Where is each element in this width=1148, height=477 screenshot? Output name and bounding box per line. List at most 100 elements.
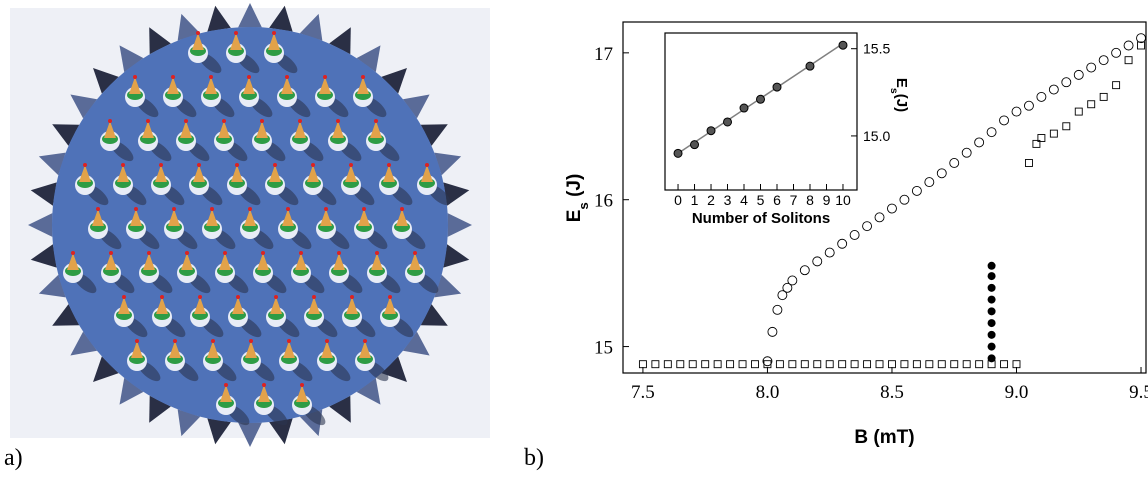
cone — [307, 165, 319, 182]
panel-label: b) — [524, 445, 544, 471]
rim-spike — [207, 418, 231, 445]
rim-spike — [119, 377, 144, 405]
x-axis-label: B (mT) — [854, 427, 914, 448]
cone — [232, 297, 244, 314]
tip — [325, 339, 329, 343]
filled-point — [987, 307, 996, 316]
square-point — [825, 360, 834, 369]
rim-spike — [329, 27, 351, 55]
tip — [211, 339, 215, 343]
square-point — [888, 360, 896, 369]
square-point — [1099, 92, 1108, 101]
y-axis-label-part: s — [576, 202, 591, 209]
y-tick-label: 15.5 — [863, 41, 890, 57]
square-point — [863, 360, 872, 369]
tip — [147, 251, 151, 255]
rim-spike — [30, 244, 57, 268]
cone — [346, 297, 358, 314]
square-point — [925, 360, 934, 369]
cone — [345, 165, 357, 182]
circle-point — [887, 203, 897, 214]
square-point — [800, 360, 809, 369]
tip — [285, 75, 289, 79]
rim-spike — [52, 124, 80, 146]
cone — [358, 209, 370, 226]
cone — [257, 253, 269, 270]
tip — [312, 295, 316, 299]
tip — [184, 119, 188, 123]
x-tick-label: 9 — [823, 192, 831, 208]
rim-spike — [119, 45, 144, 73]
cone — [180, 121, 192, 138]
y-tick-label: 15.0 — [863, 128, 890, 144]
tip — [198, 295, 202, 299]
cone — [118, 297, 130, 314]
x-tick-label: 4 — [740, 192, 748, 208]
cone — [130, 209, 142, 226]
square-point — [1012, 360, 1021, 369]
tip — [361, 75, 365, 79]
tip — [362, 207, 366, 211]
square-point — [676, 360, 685, 369]
square-point — [1137, 41, 1145, 50]
rim-spike — [420, 124, 448, 146]
tip — [286, 207, 290, 211]
circle-point — [1048, 84, 1059, 95]
tip — [160, 295, 164, 299]
x-axis-label: Number of Solitons — [692, 210, 830, 227]
rim-spike — [269, 5, 293, 32]
inset-point — [673, 148, 683, 158]
square-point — [975, 360, 984, 369]
tip — [234, 31, 238, 35]
inset-point — [723, 117, 733, 127]
rim-spike — [93, 68, 119, 94]
tip — [96, 207, 100, 211]
circle-point — [924, 177, 935, 188]
filled-point — [987, 283, 996, 292]
square-point — [850, 360, 859, 369]
tip — [197, 163, 201, 167]
tip — [172, 207, 176, 211]
circle-point — [782, 282, 793, 293]
cone — [156, 297, 168, 314]
circle-point — [999, 115, 1009, 126]
filled-point — [987, 261, 996, 270]
rim-spike — [329, 395, 351, 423]
inset-point — [756, 94, 766, 104]
tip — [260, 119, 264, 123]
x-tick-label: 9.5 — [1129, 382, 1148, 403]
tip — [413, 251, 417, 255]
rim-spike — [207, 5, 231, 32]
circle-point — [767, 326, 778, 337]
tip — [248, 207, 252, 211]
cone — [207, 341, 219, 358]
x-tick-label: 7.5 — [631, 382, 655, 403]
rim-spike — [299, 13, 323, 41]
circle-point — [1073, 69, 1084, 80]
y-axis-label-part: s — [888, 88, 900, 94]
cone — [384, 297, 396, 314]
circle-point — [1136, 33, 1146, 44]
cone — [193, 165, 205, 182]
cone — [256, 121, 268, 138]
cone — [206, 209, 218, 226]
x-tick-label: 6 — [773, 192, 781, 208]
cone — [192, 33, 204, 50]
square-point — [1062, 122, 1071, 131]
rim-spike — [434, 274, 462, 298]
tip — [209, 75, 213, 79]
cone — [359, 341, 371, 358]
cone — [129, 77, 141, 94]
x-tick-label: 7 — [790, 192, 798, 208]
y-axis-label-part: (J) — [893, 94, 910, 112]
tip — [223, 251, 227, 255]
tip — [350, 295, 354, 299]
circle-point — [772, 304, 783, 315]
cone — [79, 165, 91, 182]
rim-spike — [443, 244, 470, 268]
rim-spike — [447, 213, 472, 237]
rim-spike — [356, 45, 381, 73]
tip — [171, 75, 175, 79]
